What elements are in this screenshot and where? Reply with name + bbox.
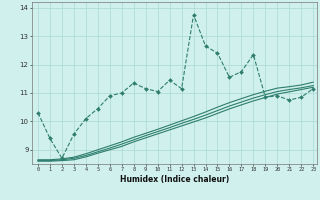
X-axis label: Humidex (Indice chaleur): Humidex (Indice chaleur) xyxy=(120,175,229,184)
